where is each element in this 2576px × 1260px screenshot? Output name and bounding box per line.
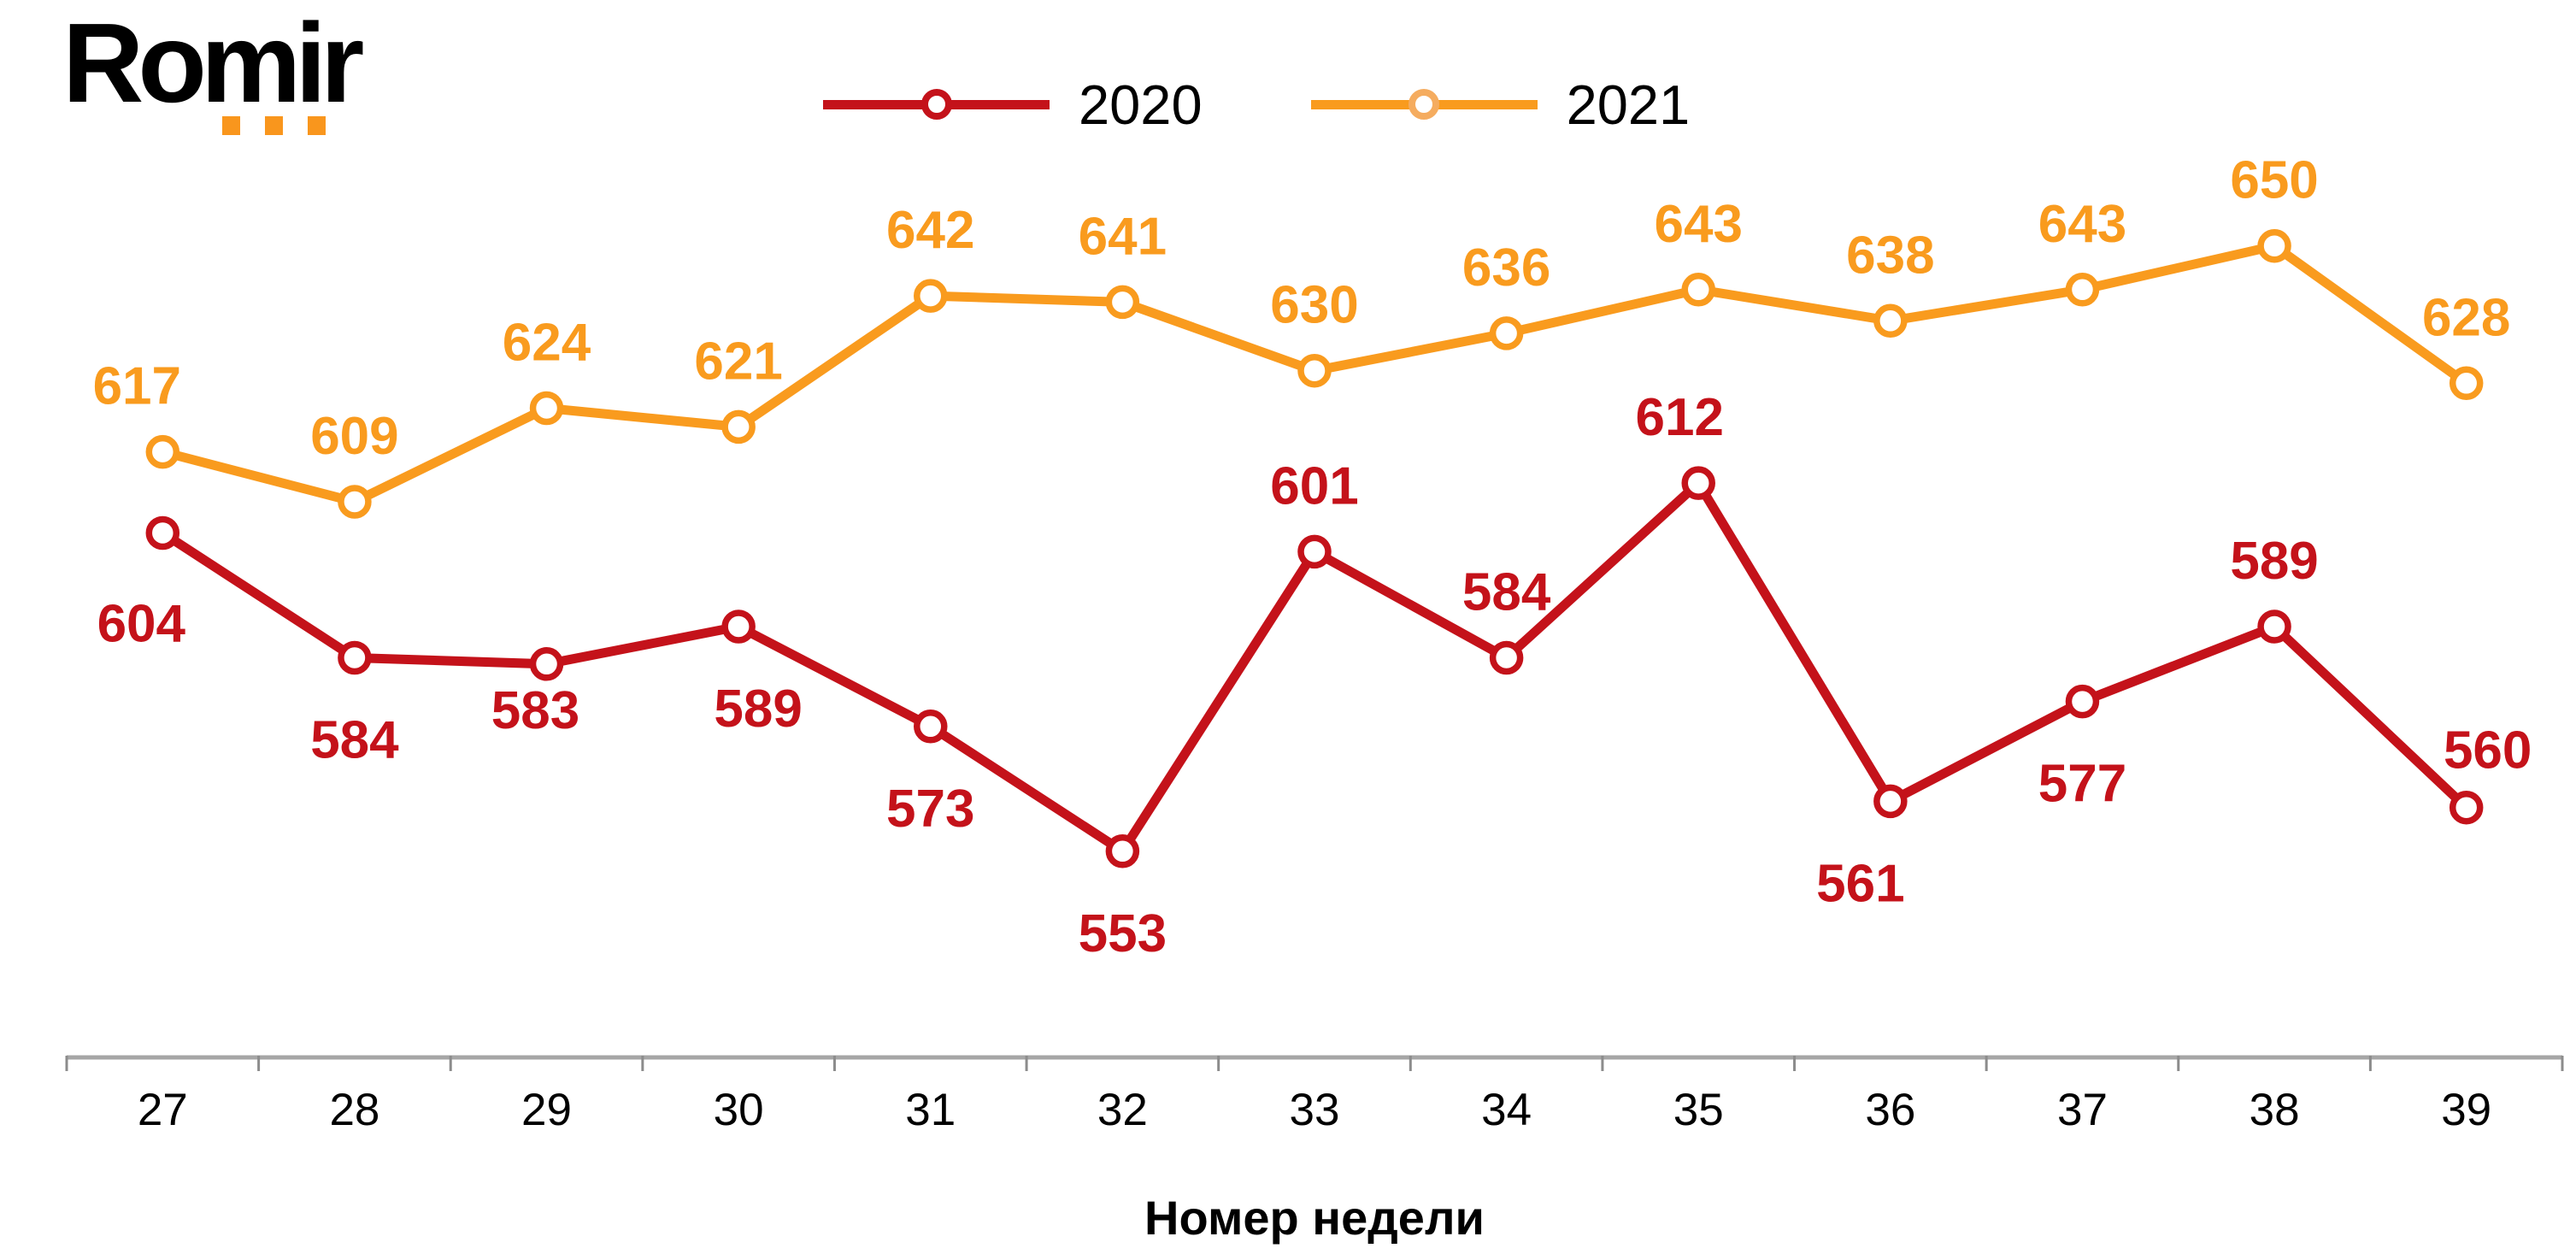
- data-label-2021-w30: 621: [694, 332, 782, 391]
- x-axis-tick-labels: 27 28 29 30 31 32 33 34 35 36 37 38 39: [138, 1085, 2491, 1135]
- legend-line-2021: [1310, 89, 1538, 120]
- point-2021-w38: [2257, 228, 2291, 263]
- point-2021-w33: [1297, 353, 1332, 388]
- data-label-2020-w37: 577: [2038, 755, 2126, 814]
- x-tick-label-34: 34: [1481, 1085, 1532, 1135]
- legend-item-2020: 2020: [823, 77, 1203, 132]
- data-label-2021-w35: 643: [1655, 195, 1743, 254]
- data-label-2021-w31: 642: [886, 201, 974, 260]
- data-label-2020-w29: 583: [491, 681, 579, 740]
- point-2020-w39: [2449, 790, 2484, 825]
- data-label-2020-w32: 553: [1079, 904, 1167, 963]
- data-label-2021-w27: 617: [93, 357, 181, 416]
- point-2021-w28: [338, 485, 372, 519]
- x-tick-label-32: 32: [1097, 1085, 1148, 1135]
- point-2020-w33: [1297, 534, 1332, 569]
- point-2021-w29: [529, 391, 564, 426]
- x-tick-label-27: 27: [138, 1085, 188, 1135]
- x-axis: 27 28 29 30 31 32 33 34 35 36 37 38 39: [65, 1055, 2564, 1135]
- data-label-2020-w38: 589: [2230, 532, 2318, 591]
- romir-logo-text: Romir: [62, 0, 364, 126]
- data-label-2021-w37: 643: [2038, 195, 2126, 254]
- point-2020-w34: [1489, 640, 1524, 675]
- legend-open-circle-icon-2020: [920, 89, 952, 120]
- point-2021-w36: [1873, 303, 1908, 339]
- point-2021-w35: [1681, 273, 1715, 307]
- x-tick-label-36: 36: [1865, 1085, 1915, 1135]
- legend-label-2020: 2020: [1079, 73, 1203, 136]
- series-group: 604 584 583 589 573 553 601 584 612 561 577 589 560 6…: [93, 151, 2532, 963]
- point-2020-w27: [145, 515, 180, 551]
- chart-legend: 2020 2021: [823, 72, 1690, 137]
- x-tick-label-38: 38: [2250, 1085, 2300, 1135]
- data-label-2020-w35: 612: [1636, 388, 1724, 447]
- data-label-2021-w34: 636: [1462, 238, 1550, 297]
- data-label-2021-w28: 609: [310, 407, 398, 466]
- point-2021-w37: [2065, 273, 2100, 307]
- point-2021-w30: [721, 409, 756, 445]
- point-2020-w36: [1873, 784, 1908, 819]
- point-2020-w38: [2257, 609, 2291, 644]
- data-label-2021-w33: 630: [1270, 276, 1358, 335]
- logo-dot-icon: [265, 116, 283, 135]
- x-tick-label-29: 29: [521, 1085, 572, 1135]
- point-2021-w34: [1489, 316, 1524, 350]
- point-2020-w35: [1681, 466, 1715, 500]
- x-tick-label-33: 33: [1290, 1085, 1340, 1135]
- point-2020-w29: [529, 647, 564, 681]
- point-2020-w28: [338, 640, 372, 675]
- point-2021-w39: [2449, 366, 2484, 401]
- x-axis-title: Номер недели: [1144, 1191, 1485, 1245]
- logo-dot-icon: [308, 116, 326, 135]
- data-label-2020-w30: 589: [714, 680, 802, 739]
- point-2021-w31: [914, 279, 948, 313]
- data-label-2020-w39: 560: [2444, 721, 2532, 780]
- data-label-2021-w29: 624: [503, 314, 591, 373]
- point-2020-w31: [914, 709, 948, 744]
- data-label-2021-w39: 628: [2422, 288, 2510, 347]
- romir-logo: Romir: [62, 7, 456, 144]
- data-label-2020-w36: 561: [1816, 854, 1904, 913]
- point-2020-w37: [2065, 684, 2100, 719]
- x-tick-label-28: 28: [329, 1085, 379, 1135]
- legend-item-2021: 2021: [1310, 73, 1691, 136]
- x-tick-label-35: 35: [1673, 1085, 1724, 1135]
- point-2021-w32: [1105, 285, 1140, 320]
- legend-line-2020: [823, 89, 1050, 120]
- data-label-2020-w31: 573: [886, 780, 974, 839]
- x-tick-label-37: 37: [2057, 1085, 2108, 1135]
- data-label-2021-w32: 641: [1079, 207, 1167, 266]
- x-axis-ticks: [65, 1056, 2564, 1071]
- data-label-2020-w33: 601: [1270, 456, 1358, 515]
- x-tick-label-31: 31: [905, 1085, 956, 1135]
- data-label-2021-w38: 650: [2230, 151, 2318, 210]
- logo-dot-icon: [222, 116, 240, 135]
- point-2020-w32: [1105, 834, 1140, 868]
- data-label-2021-w36: 638: [1846, 226, 1934, 285]
- x-tick-label-39: 39: [2441, 1085, 2491, 1135]
- data-label-2020-w27: 604: [97, 595, 186, 654]
- legend-label-2021: 2021: [1566, 73, 1691, 136]
- point-2021-w27: [145, 434, 180, 469]
- data-label-2020-w34: 584: [1462, 563, 1551, 622]
- point-2020-w30: [721, 609, 756, 644]
- x-tick-label-30: 30: [714, 1085, 764, 1135]
- legend-open-circle-icon-2021: [1409, 89, 1440, 120]
- data-label-2020-w28: 584: [310, 711, 399, 770]
